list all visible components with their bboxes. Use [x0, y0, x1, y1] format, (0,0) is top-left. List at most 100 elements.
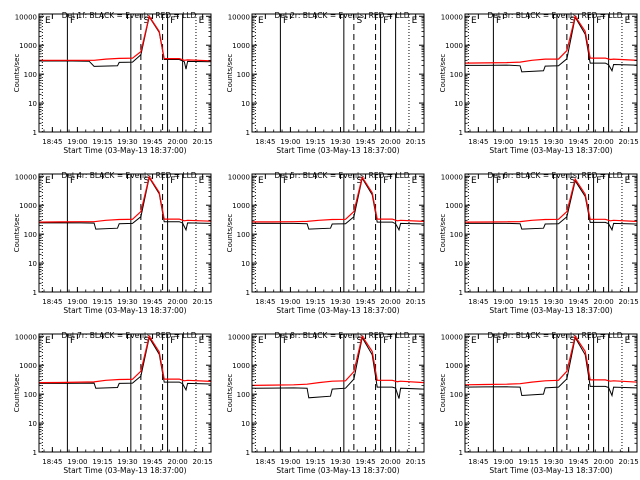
x-tick-label: 19:15	[518, 458, 538, 466]
y-axis-label: Counts/sec	[226, 54, 234, 93]
x-tick-label: 19:45	[355, 138, 375, 146]
panel-title: Det 6r: BLACK = Events, RED = LLD	[487, 171, 622, 180]
x-tick-label: 19:45	[568, 298, 588, 306]
x-tick-label: 19:45	[142, 458, 162, 466]
y-tick-label: 100	[24, 231, 37, 239]
interval-label: F	[283, 16, 288, 26]
y-tick-label: 10	[28, 260, 37, 268]
interval-label: F	[596, 176, 601, 186]
y-tick-label: 100	[450, 71, 463, 79]
x-tick-label: 20:15	[406, 298, 426, 306]
y-tick-label: 1	[459, 449, 463, 457]
y-tick-label: 10000	[15, 333, 37, 341]
series-line-lld	[465, 177, 637, 223]
interval-label: S	[570, 16, 576, 26]
plot-frame	[38, 173, 212, 293]
y-tick-label: 10000	[15, 173, 37, 181]
y-tick-label: 1000	[445, 202, 463, 210]
y-tick-label: 100	[24, 391, 37, 399]
y-tick-label: 10000	[228, 13, 250, 21]
y-tick-label: 1000	[232, 362, 250, 370]
y-tick-label: 10000	[441, 173, 463, 181]
plot-frame	[38, 333, 212, 453]
x-tick-label: 19:30	[117, 298, 137, 306]
plot-frame	[251, 173, 425, 293]
x-tick-label: 18:45	[255, 298, 275, 306]
x-tick-label: 20:15	[193, 298, 213, 306]
y-tick-label: 1	[246, 289, 250, 297]
y-tick-label: 1	[246, 129, 250, 137]
x-tick-label: 19:00	[67, 458, 87, 466]
x-axis-label: Start Time (03-May-13 18:37:00)	[63, 466, 186, 475]
series-line-events	[252, 336, 424, 399]
interval-label: F	[283, 176, 288, 186]
y-axis-label: Counts/sec	[13, 54, 21, 93]
y-tick-label: 10000	[15, 13, 37, 21]
y-tick-label: 10	[241, 420, 250, 428]
x-tick-label: 19:15	[92, 458, 112, 466]
y-tick-label: 10	[454, 420, 463, 428]
interval-label: F	[596, 336, 601, 346]
x-tick-label: 20:00	[381, 458, 401, 466]
series-line-events	[465, 336, 637, 398]
x-axis-label: Start Time (03-May-13 18:37:00)	[63, 146, 186, 155]
panel-title: Det 8r: BLACK = Events, RED = LLD	[274, 331, 409, 340]
x-tick-label: 20:15	[406, 458, 426, 466]
x-tick-label: 20:00	[381, 298, 401, 306]
interval-label: F	[170, 16, 175, 26]
x-tick-label: 20:15	[193, 458, 213, 466]
series-line-lld	[39, 175, 211, 223]
x-axis-label: Start Time (03-May-13 18:37:00)	[489, 306, 612, 315]
x-axis-label: Start Time (03-May-13 18:37:00)	[63, 306, 186, 315]
x-tick-label: 19:15	[305, 138, 325, 146]
y-tick-label: 1	[33, 129, 37, 137]
series-line-events	[252, 176, 424, 232]
interval-label: E	[258, 176, 264, 186]
y-tick-label: 10	[28, 420, 37, 428]
panel-title: Det 2r: BLACK = Events, RED = LLD	[274, 11, 409, 20]
interval-label: S	[357, 336, 363, 346]
x-tick-label: 18:45	[255, 458, 275, 466]
x-tick-label: 19:30	[543, 298, 563, 306]
x-tick-label: 18:45	[42, 138, 62, 146]
x-tick-label: 20:15	[619, 298, 639, 306]
series-line-events	[39, 336, 211, 392]
x-axis-label: Start Time (03-May-13 18:37:00)	[489, 466, 612, 475]
interval-label: E	[199, 336, 205, 346]
x-tick-label: 20:00	[381, 138, 401, 146]
y-tick-label: 1	[33, 289, 37, 297]
interval-label: E	[625, 336, 631, 346]
x-tick-label: 19:15	[92, 138, 112, 146]
panel-title: Det 9r: BLACK = Events, RED = LLD	[487, 331, 622, 340]
x-tick-label: 19:45	[142, 138, 162, 146]
interval-label: E	[258, 16, 264, 26]
interval-label: F	[70, 176, 75, 186]
interval-label: S	[570, 336, 576, 346]
interval-label: S	[570, 176, 576, 186]
x-tick-label: 19:30	[543, 458, 563, 466]
interval-label: F	[383, 176, 388, 186]
x-tick-label: 19:00	[67, 298, 87, 306]
x-tick-label: 19:30	[330, 298, 350, 306]
x-tick-label: 19:45	[355, 458, 375, 466]
x-axis-label: Start Time (03-May-13 18:37:00)	[489, 146, 612, 155]
y-tick-label: 100	[24, 71, 37, 79]
x-axis-label: Start Time (03-May-13 18:37:00)	[276, 466, 399, 475]
interval-label: E	[199, 16, 205, 26]
y-tick-label: 10000	[441, 13, 463, 21]
x-tick-label: 20:15	[619, 458, 639, 466]
y-axis-label: Counts/sec	[226, 214, 234, 253]
x-tick-label: 20:15	[406, 138, 426, 146]
x-tick-label: 19:00	[493, 298, 513, 306]
y-axis-label: Counts/sec	[13, 374, 21, 413]
x-tick-label: 20:00	[168, 458, 188, 466]
y-tick-label: 1000	[232, 202, 250, 210]
x-tick-label: 20:00	[594, 298, 614, 306]
y-axis-label: Counts/sec	[13, 214, 21, 253]
x-tick-label: 20:00	[594, 138, 614, 146]
